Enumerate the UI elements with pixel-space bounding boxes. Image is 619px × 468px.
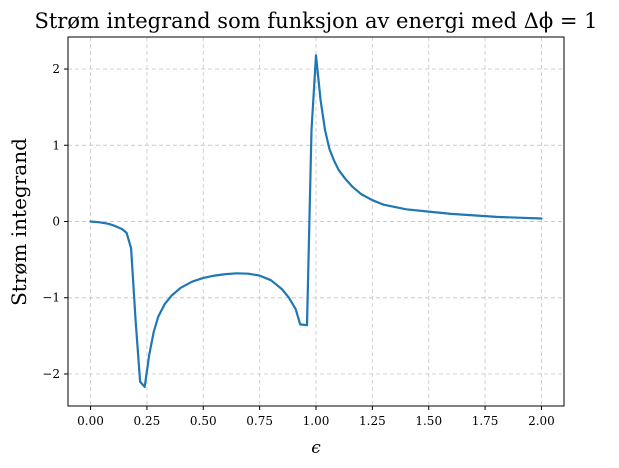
x-tick-label: 1.75	[472, 414, 499, 428]
x-tick-label: 2.00	[528, 414, 555, 428]
series-line	[89, 54, 543, 388]
y-tick-label: −1	[42, 291, 60, 305]
y-tick-label: −2	[42, 367, 60, 381]
series-layer	[89, 54, 543, 388]
grid	[68, 37, 564, 406]
x-tick-label: 0.25	[134, 414, 161, 428]
y-axis-label: Strøm integrand	[7, 138, 31, 306]
x-tick-label: 0.50	[190, 414, 217, 428]
y-tick-label: 0	[52, 215, 60, 229]
x-axis-ticks: 0.00 0.25 0.50 0.75 1.00 1.25 1.50 1.75 2.00	[77, 406, 555, 428]
x-tick-label: 0.00	[77, 414, 104, 428]
x-tick-label: 1.00	[303, 414, 330, 428]
x-tick-label: 1.25	[359, 414, 386, 428]
chart-title: Strøm integrand som funksjon av energi m…	[34, 9, 597, 33]
x-tick-label: 1.50	[415, 414, 442, 428]
y-tick-label: 2	[52, 62, 60, 76]
y-axis-ticks: −2 −1 0 1 2	[42, 62, 68, 381]
x-tick-label: 0.75	[246, 414, 273, 428]
y-tick-label: 1	[52, 138, 60, 152]
x-axis-label: ϵ	[311, 438, 321, 458]
